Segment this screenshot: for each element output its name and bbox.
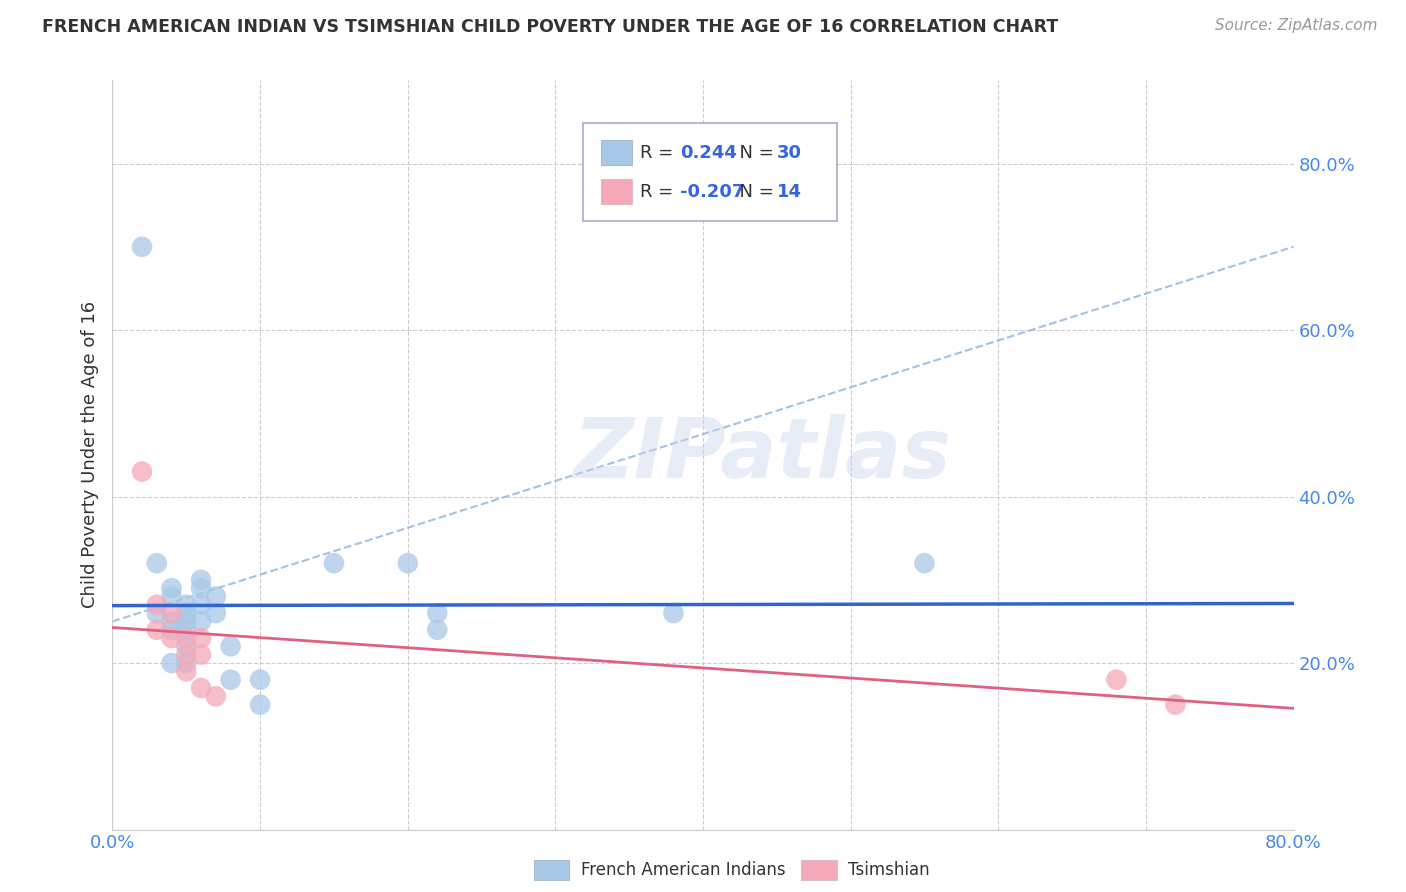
Point	[174, 631, 197, 645]
Text: FRENCH AMERICAN INDIAN VS TSIMSHIAN CHILD POVERTY UNDER THE AGE OF 16 CORRELATIO: FRENCH AMERICAN INDIAN VS TSIMSHIAN CHIL…	[42, 18, 1059, 36]
Point	[190, 573, 212, 587]
Text: ZIPatlas: ZIPatlas	[574, 415, 950, 495]
Text: R =: R =	[641, 144, 685, 161]
Point	[174, 648, 197, 662]
Point	[914, 556, 936, 570]
Point	[146, 598, 169, 612]
Point	[174, 615, 197, 629]
Point	[160, 623, 183, 637]
Point	[160, 631, 183, 645]
Text: French American Indians: French American Indians	[581, 861, 786, 879]
Text: R =: R =	[641, 183, 679, 201]
Point	[131, 240, 153, 254]
Point	[174, 665, 197, 679]
Point	[396, 556, 419, 570]
Point	[146, 606, 169, 620]
Text: -0.207: -0.207	[681, 183, 744, 201]
Point	[662, 606, 685, 620]
Point	[190, 581, 212, 595]
Point	[160, 581, 183, 595]
Point	[205, 590, 228, 604]
Text: Source: ZipAtlas.com: Source: ZipAtlas.com	[1215, 18, 1378, 33]
Point	[174, 640, 197, 654]
Point	[160, 656, 183, 670]
Point	[146, 623, 169, 637]
Y-axis label: Child Poverty Under the Age of 16: Child Poverty Under the Age of 16	[80, 301, 98, 608]
Point	[160, 615, 183, 629]
Point	[131, 465, 153, 479]
Point	[1105, 673, 1128, 687]
Point	[146, 556, 169, 570]
Text: 14: 14	[778, 183, 801, 201]
Point	[1164, 698, 1187, 712]
Point	[205, 690, 228, 704]
Point	[219, 673, 242, 687]
Text: 30: 30	[778, 144, 801, 161]
Point	[190, 681, 212, 695]
Point	[249, 673, 271, 687]
Point	[160, 606, 183, 620]
Point	[205, 606, 228, 620]
Point	[174, 598, 197, 612]
Point	[174, 656, 197, 670]
Point	[323, 556, 346, 570]
Point	[249, 698, 271, 712]
Point	[190, 648, 212, 662]
Text: Tsimshian: Tsimshian	[848, 861, 929, 879]
Point	[190, 615, 212, 629]
Point	[219, 640, 242, 654]
Point	[174, 623, 197, 637]
Text: 0.244: 0.244	[681, 144, 737, 161]
Point	[190, 598, 212, 612]
Point	[426, 623, 449, 637]
Point	[174, 606, 197, 620]
Text: N =: N =	[728, 144, 779, 161]
Text: N =: N =	[728, 183, 779, 201]
Point	[426, 606, 449, 620]
Point	[190, 631, 212, 645]
Point	[160, 590, 183, 604]
